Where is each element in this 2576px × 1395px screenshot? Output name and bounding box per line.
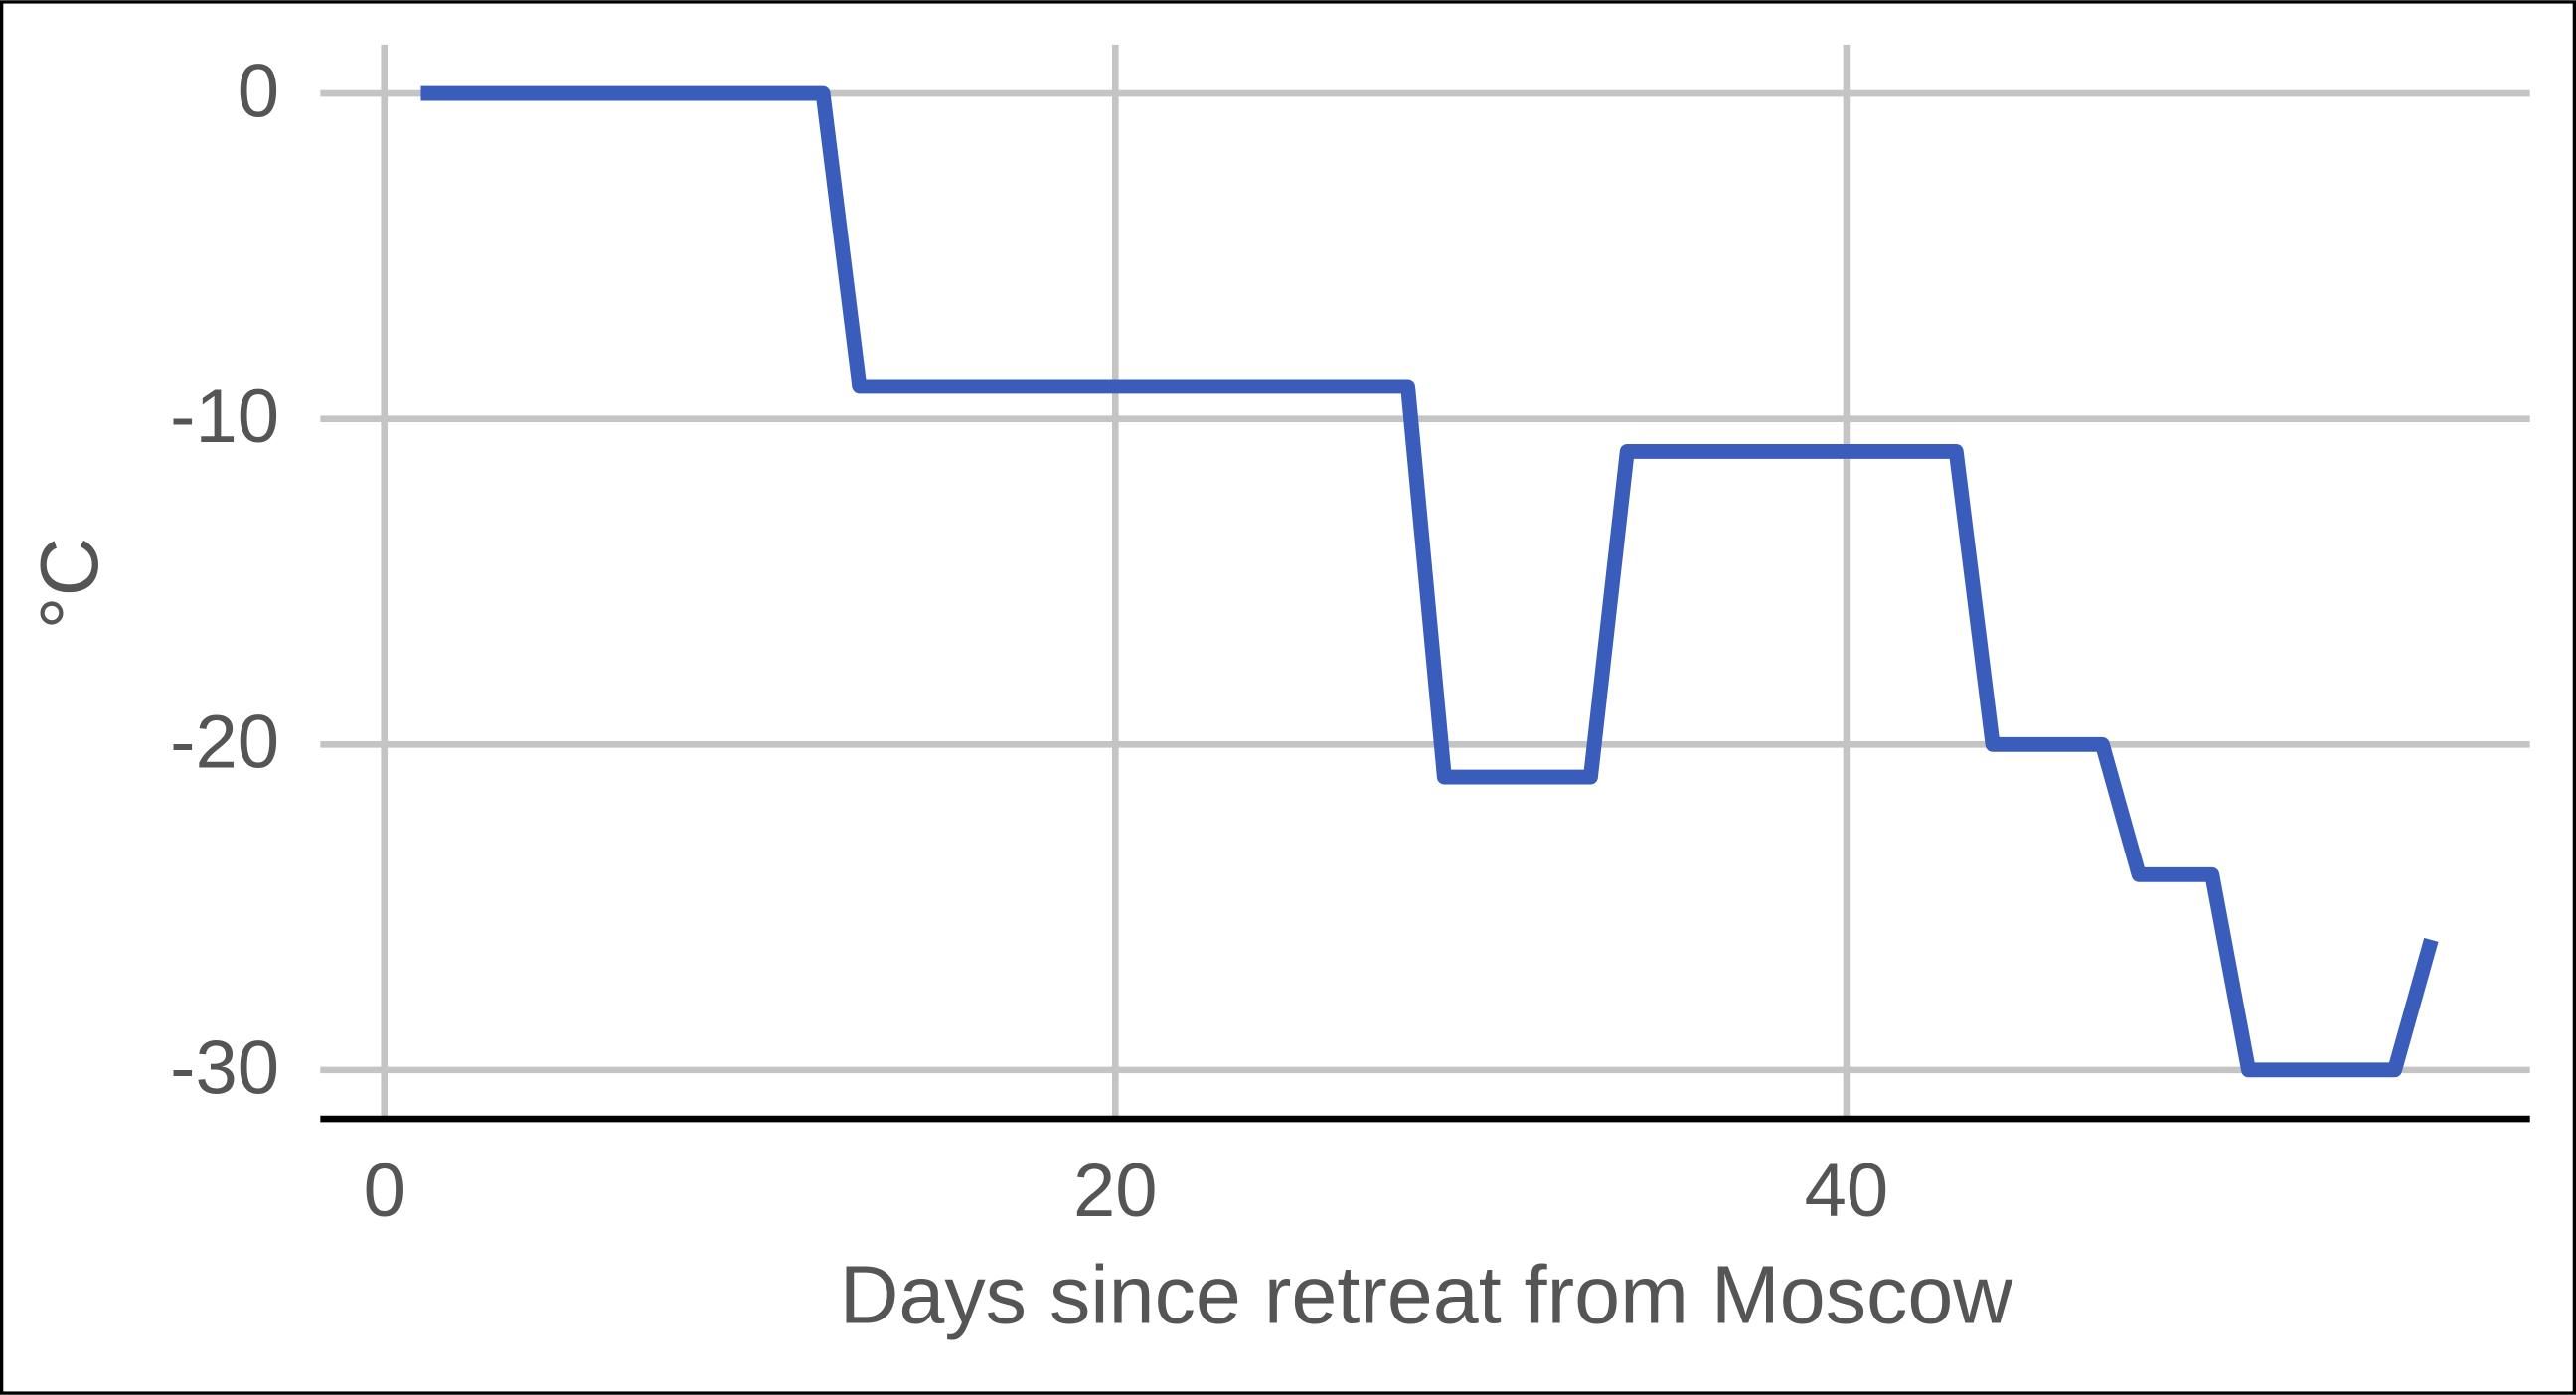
grid: 0 -10 -20 -30 0 20 40 xyxy=(170,44,2530,1233)
y-tick-label: 0 xyxy=(238,49,279,133)
data-line xyxy=(420,85,2439,1078)
y-tick-label: -10 xyxy=(170,375,279,459)
y-tick-label: -30 xyxy=(170,1025,279,1110)
x-tick-label: 40 xyxy=(1805,1149,1889,1233)
x-axis-title: Days since retreat from Moscow xyxy=(840,1248,2013,1340)
x-tick-label: 20 xyxy=(1073,1149,1158,1233)
y-tick-label: -20 xyxy=(170,700,279,785)
x-tick-label: 0 xyxy=(364,1149,405,1233)
y-axis-title: °C xyxy=(23,538,115,630)
plot xyxy=(420,85,2439,1078)
